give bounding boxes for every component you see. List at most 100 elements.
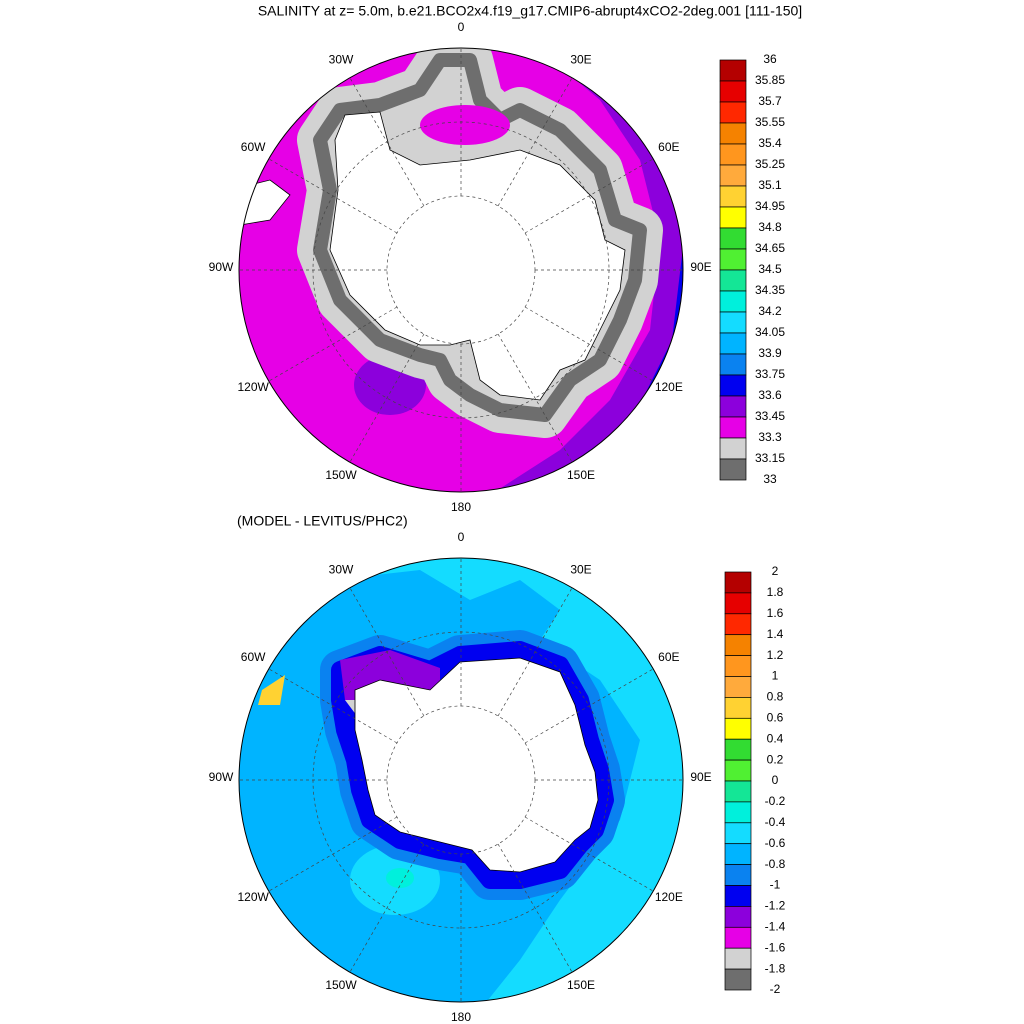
colorbar-box: [724, 968, 752, 991]
longitude-label: 150W: [325, 978, 357, 992]
colorbar-box: [724, 801, 752, 824]
colorbar-box: [719, 332, 747, 355]
colorbar-box: [719, 206, 747, 229]
colorbar-label: 34.35: [755, 283, 785, 297]
colorbar-label: 33.45: [755, 409, 785, 423]
colorbar-label: 33.3: [758, 430, 782, 444]
colorbar-box: [724, 926, 752, 949]
longitude-label: 150E: [567, 978, 595, 992]
colorbar-box: [724, 634, 752, 656]
colorbar-box: [724, 864, 752, 886]
colorbar-box: [719, 311, 747, 334]
longitude-label: 30W: [329, 52, 354, 66]
colorbar-label: -2: [770, 982, 781, 996]
colorbar-box: [724, 697, 752, 719]
colorbar-label: 0: [772, 773, 779, 787]
colorbar-label: 33.9: [758, 346, 782, 360]
colorbar-label: 35.7: [758, 94, 782, 108]
longitude-label: 30W: [329, 562, 354, 576]
colorbar-box: [724, 655, 752, 677]
graticule: [239, 558, 683, 1002]
colorbar-label: 33.15: [755, 451, 785, 465]
colorbar-label: -1.4: [765, 919, 786, 933]
colorbar-box: [724, 885, 752, 907]
colorbar-label: 2: [772, 564, 779, 578]
colorbar-label: 1.4: [767, 627, 784, 641]
colorbar-label: -0.2: [765, 794, 786, 808]
colorbar-label: 33.75: [755, 367, 785, 381]
colorbar-box: [719, 185, 747, 208]
colorbar-label: -0.6: [765, 836, 786, 850]
colorbar-label: 1.6: [767, 606, 784, 620]
longitude-label: 60E: [658, 650, 679, 664]
longitude-label: 90E: [690, 770, 711, 784]
colorbar-box: [724, 717, 752, 740]
colorbar-box: [724, 906, 752, 928]
colorbar-label: 35.4: [758, 136, 782, 150]
colorbar-label: 34.8: [758, 220, 782, 234]
colorbar-box: [719, 122, 747, 145]
difference-map: [239, 558, 683, 1002]
colorbar-box: [719, 227, 747, 250]
colorbar-label: 35.85: [755, 73, 785, 87]
colorbar-box: [719, 80, 747, 103]
colorbar-label: 1.8: [767, 585, 784, 599]
colorbar-label: 34.2: [758, 304, 782, 318]
subtitle: (MODEL - LEVITUS/PHC2): [237, 513, 408, 529]
colorbar-label: -0.8: [765, 857, 786, 871]
colorbar-box: [719, 59, 747, 82]
colorbar-box: [719, 395, 747, 418]
colorbar-box: [719, 458, 747, 481]
longitude-label: 0: [458, 530, 465, 544]
map-border: [238, 557, 684, 1003]
longitude-label: 60E: [658, 140, 679, 154]
colorbar-label: 34.65: [755, 241, 785, 255]
longitude-label: 120E: [655, 380, 683, 394]
colorbar-label: 34.5: [758, 262, 782, 276]
colorbar-label: 35.25: [755, 157, 785, 171]
longitude-label: 0: [458, 20, 465, 34]
colorbar-box: [724, 592, 752, 615]
colorbar-box: [724, 571, 752, 594]
salinity-map: [239, 48, 683, 492]
longitude-label: 90W: [209, 260, 234, 274]
colorbar-box: [719, 101, 747, 124]
map-border: [238, 47, 684, 493]
colorbar-label: -1: [770, 878, 781, 892]
colorbar-label: 1.2: [767, 648, 784, 662]
colorbar-label: 1: [772, 669, 779, 683]
colorbar-box: [724, 822, 752, 845]
colorbar-box: [724, 738, 752, 761]
colorbar-box: [719, 248, 747, 271]
colorbar-box: [719, 353, 747, 376]
colorbar-box: [719, 290, 747, 313]
colorbar-box: [724, 947, 752, 970]
colorbar-label: 35.1: [758, 178, 782, 192]
colorbar-label: -1.6: [765, 940, 786, 954]
colorbar-label: 34.05: [755, 325, 785, 339]
colorbar-label: 0.8: [767, 690, 784, 704]
colorbar-label: 0.4: [767, 731, 784, 745]
colorbar-label: -1.8: [765, 961, 786, 975]
longitude-label: 30E: [570, 52, 591, 66]
colorbar-label: 0.2: [767, 752, 784, 766]
longitude-label: 120W: [237, 890, 269, 904]
colorbar-box: [719, 164, 747, 187]
longitude-label: 90W: [209, 770, 234, 784]
longitude-label: 180: [451, 1010, 471, 1024]
longitude-label: 90E: [690, 260, 711, 274]
colorbar-box: [719, 437, 747, 460]
colorbar-label: 33.6: [758, 388, 782, 402]
colorbar-label: 36: [763, 52, 777, 66]
colorbar-box: [724, 676, 752, 698]
longitude-label: 60W: [241, 650, 266, 664]
longitude-label: 180: [451, 500, 471, 514]
longitude-label: 150E: [567, 468, 595, 482]
colorbar-box: [719, 269, 747, 292]
colorbar-label: -0.4: [765, 815, 786, 829]
longitude-label: 30E: [570, 562, 591, 576]
colorbar-label: 34.95: [755, 199, 785, 213]
colorbar-label: 0.6: [767, 710, 784, 724]
longitude-label: 150W: [325, 468, 357, 482]
